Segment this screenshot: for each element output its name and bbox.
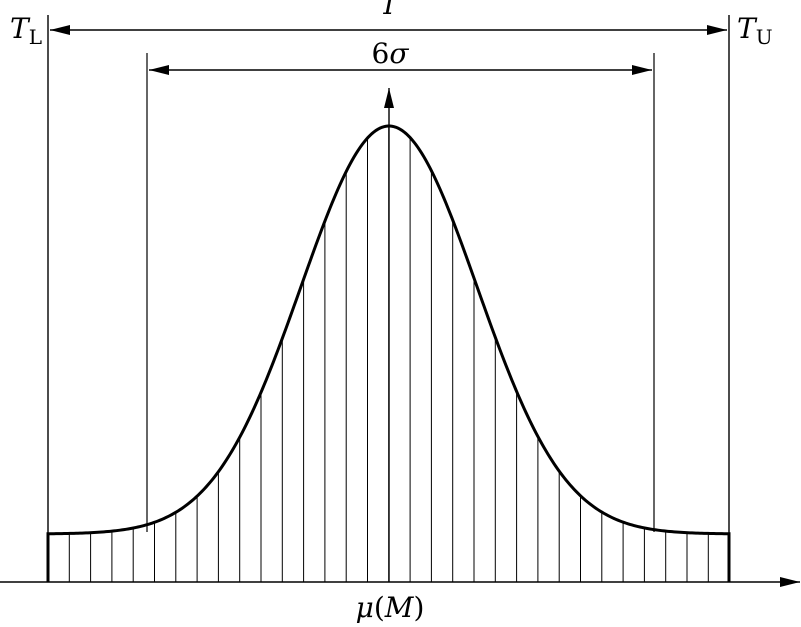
- distribution-curve: [46, 124, 731, 582]
- lower-tolerance-label: TL: [10, 12, 42, 49]
- upper-tolerance-label: TU: [737, 12, 773, 49]
- distribution-hatching: [68, 126, 709, 582]
- six-sigma-label: 6σ: [372, 37, 410, 70]
- center-label: μ(M): [356, 591, 425, 624]
- tolerance-total-label: T: [380, 0, 401, 21]
